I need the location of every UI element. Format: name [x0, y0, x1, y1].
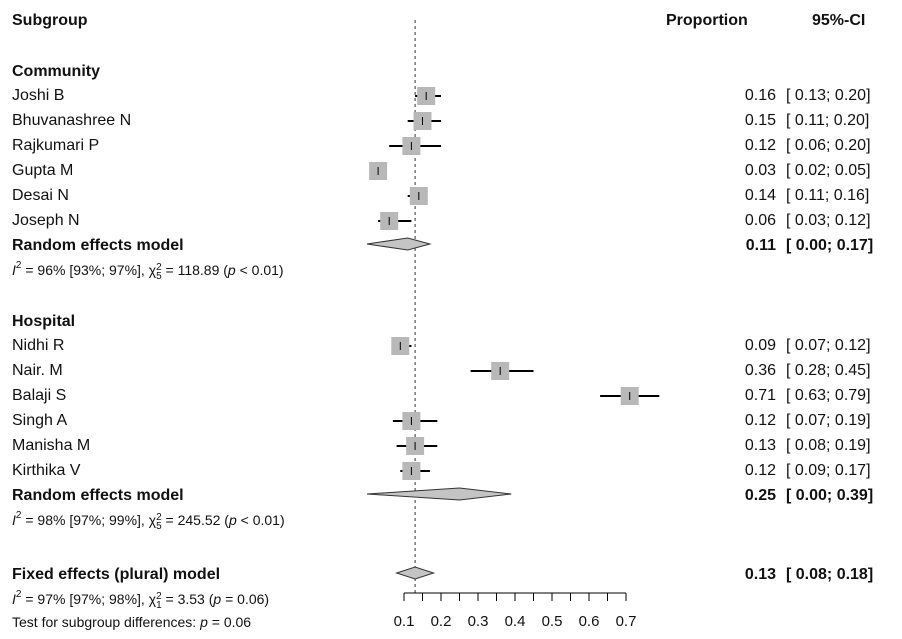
het-i2-text: = 96% [93%; 97%], — [21, 262, 149, 278]
study-label: Kirthika V — [12, 462, 81, 479]
group-title: Hospital — [12, 313, 76, 330]
random-effects-label: Random effects model — [12, 237, 184, 254]
study-label: Desai N — [12, 187, 69, 204]
x-tick-label: 0.4 — [505, 613, 526, 630]
random-effects-ci: [ 0.00; 0.39] — [786, 487, 874, 504]
x-tick-label: 0.7 — [616, 613, 637, 630]
random-effects-proportion: 0.25 — [744, 487, 776, 504]
x-tick-label: 0.6 — [579, 613, 600, 630]
het-p-symbol: p — [228, 512, 237, 528]
col-header-subgroup: Subgroup — [12, 12, 88, 29]
het-chi-text: = 3.53 ( — [161, 591, 214, 607]
random-effects-proportion: 0.11 — [745, 237, 776, 254]
study-label: Balaji S — [12, 387, 67, 404]
study-ci: [ 0.63; 0.79] — [786, 387, 871, 404]
het-chi-symbol: χ — [148, 262, 157, 278]
x-tick-label: 0.2 — [431, 613, 452, 630]
study-ci: [ 0.11; 0.16] — [786, 187, 870, 204]
random-effects-ci: [ 0.00; 0.17] — [786, 237, 874, 254]
study-ci: [ 0.07; 0.19] — [786, 412, 871, 429]
study-label: Manisha M — [12, 437, 91, 454]
study-proportion: 0.13 — [744, 437, 776, 454]
study-proportion: 0.12 — [744, 137, 776, 154]
het-i-superscript: 2 — [15, 510, 22, 521]
study-proportion: 0.12 — [744, 412, 776, 429]
study-ci: [ 0.08; 0.19] — [786, 437, 871, 454]
study-proportion: 0.03 — [744, 162, 776, 179]
fixed-effects-ci: [ 0.08; 0.18] — [786, 566, 874, 583]
study-ci: [ 0.09; 0.17] — [786, 462, 871, 479]
study-label: Nidhi R — [12, 337, 65, 354]
het-chi-text: = 118.89 ( — [161, 262, 228, 278]
subgroup-test-p-symbol: p — [200, 614, 208, 630]
fixed-effects-label: Fixed effects (plural) model — [12, 566, 221, 583]
random-effects-label: Random effects model — [12, 487, 184, 504]
study-proportion: 0.71 — [744, 387, 776, 404]
study-ci: [ 0.28; 0.45] — [786, 362, 871, 379]
het-i-symbol: I — [12, 591, 16, 607]
het-p-text: < 0.01) — [235, 262, 284, 278]
het-p-symbol: p — [227, 262, 236, 278]
het-i2-text: = 98% [97%; 99%], — [21, 512, 149, 528]
col-header-proportion: Proportion — [666, 12, 748, 29]
study-ci: [ 0.11; 0.20] — [786, 112, 870, 129]
study-ci: [ 0.02; 0.05] — [786, 162, 871, 179]
study-proportion: 0.12 — [744, 462, 776, 479]
study-ci: [ 0.03; 0.12] — [786, 212, 871, 229]
het-p-text: < 0.01) — [236, 512, 285, 528]
study-label: Joseph N — [12, 212, 80, 229]
het-chi-symbol: χ — [148, 512, 157, 528]
study-proportion: 0.06 — [744, 212, 776, 229]
study-ci: [ 0.13; 0.20] — [786, 87, 871, 104]
subgroup-test-text: Test for subgroup differences: — [12, 614, 201, 630]
group-title: Community — [12, 63, 100, 80]
subgroup-test: Test for subgroup differences: p = 0.06 — [12, 613, 251, 631]
het-i-superscript: 2 — [15, 260, 22, 271]
het-chi-df: 5 — [156, 271, 162, 282]
study-proportion: 0.15 — [744, 112, 776, 129]
study-ci: [ 0.06; 0.20] — [786, 137, 871, 154]
het-p-symbol: p — [213, 591, 222, 607]
pooled-diamond — [366, 237, 432, 251]
het-i-superscript: 2 — [15, 589, 22, 600]
x-tick-label: 0.5 — [542, 613, 563, 630]
study-proportion: 0.14 — [744, 187, 776, 204]
het-chi-superscript: 2 — [156, 262, 162, 273]
study-ci: [ 0.07; 0.12] — [786, 337, 871, 354]
study-label: Rajkumari P — [12, 137, 100, 154]
col-header-ci: 95%-CI — [812, 12, 866, 29]
study-label: Nair. M — [12, 362, 63, 379]
x-tick-label: 0.3 — [468, 613, 489, 630]
het-chi-text: = 245.52 ( — [161, 512, 229, 528]
study-proportion: 0.09 — [744, 337, 776, 354]
pooled-diamond — [366, 487, 512, 501]
study-proportion: 0.16 — [744, 87, 776, 104]
study-label: Joshi B — [12, 87, 65, 104]
study-label: Bhuvanashree N — [12, 112, 132, 129]
study-label: Singh A — [12, 412, 68, 429]
het-chi-df: 1 — [156, 600, 162, 611]
het-chi-superscript: 2 — [156, 591, 162, 602]
fixed-effects-proportion: 0.13 — [744, 566, 776, 583]
het-p-text: = 0.06) — [221, 591, 270, 607]
het-i-symbol: I — [12, 262, 16, 278]
het-chi-superscript: 2 — [156, 512, 162, 523]
study-label: Gupta M — [12, 162, 74, 179]
het-chi-symbol: χ — [148, 591, 157, 607]
subgroup-test-p: = 0.06 — [207, 614, 252, 630]
x-tick-label: 0.1 — [394, 613, 415, 630]
het-i2-text: = 97% [97%; 98%], — [21, 591, 149, 607]
het-i-symbol: I — [12, 512, 16, 528]
het-chi-df: 5 — [156, 521, 162, 532]
overall-diamond — [394, 566, 436, 580]
study-proportion: 0.36 — [744, 362, 776, 379]
